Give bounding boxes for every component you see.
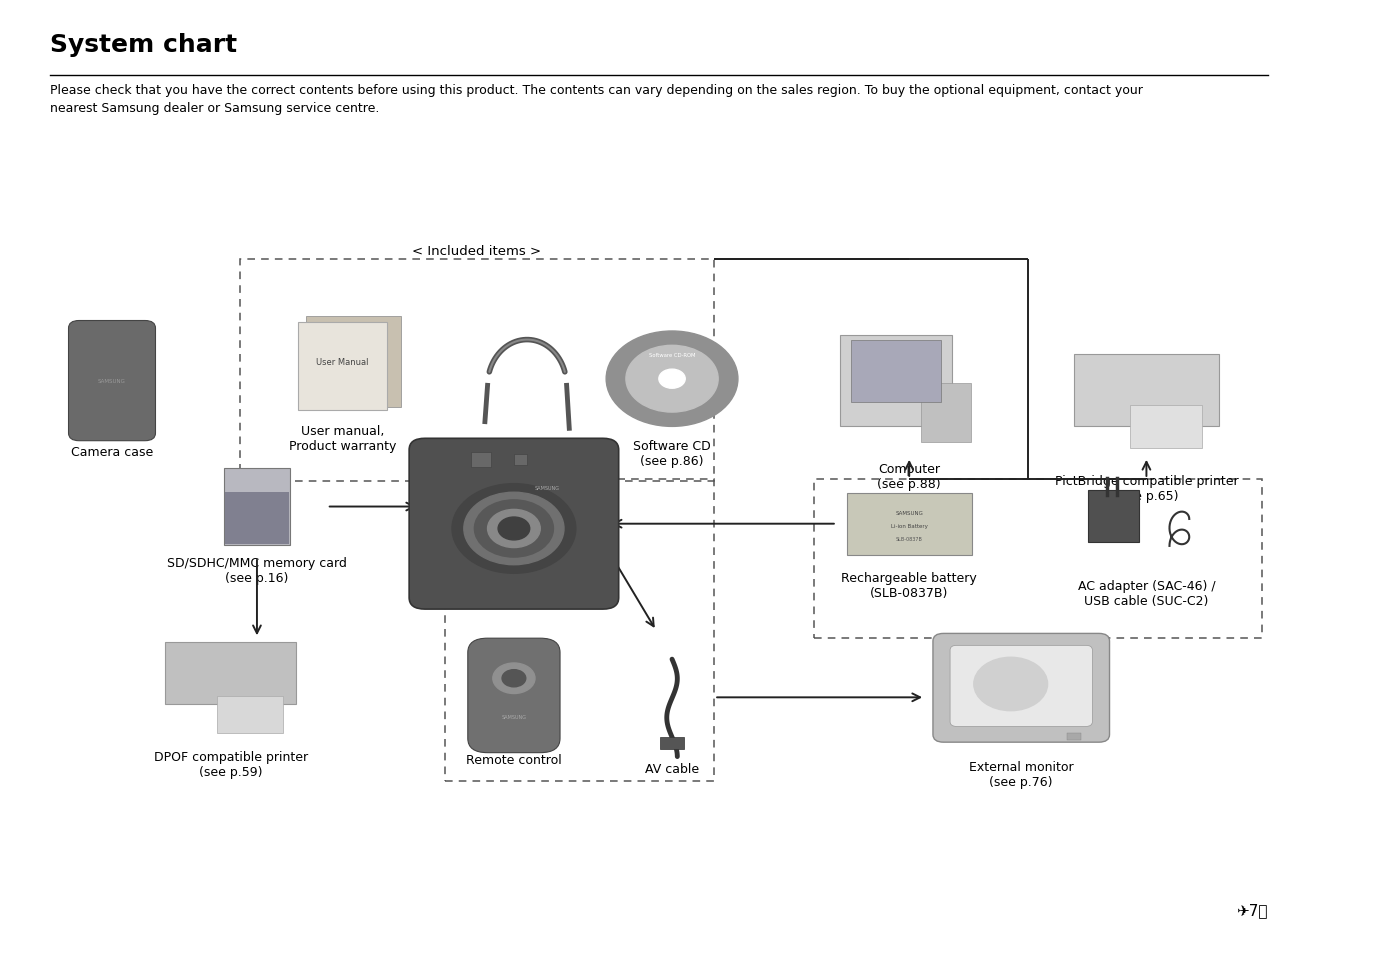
Text: SAMSUNG: SAMSUNG bbox=[534, 485, 559, 491]
Text: Camera case: Camera case bbox=[70, 446, 153, 459]
Circle shape bbox=[475, 500, 554, 558]
Text: User manual,
Product warranty: User manual, Product warranty bbox=[289, 424, 396, 452]
Bar bbox=[921, 383, 971, 442]
Circle shape bbox=[503, 670, 526, 687]
Circle shape bbox=[974, 658, 1048, 711]
Bar bbox=[840, 336, 952, 427]
Text: Remote control: Remote control bbox=[465, 753, 562, 766]
Text: Computer
(see p.88): Computer (see p.88) bbox=[877, 462, 940, 490]
Bar bbox=[217, 697, 283, 733]
Circle shape bbox=[606, 332, 737, 427]
Text: SLB-0837B: SLB-0837B bbox=[896, 536, 923, 541]
Text: Rechargeable battery
(SLB-0837B): Rechargeable battery (SLB-0837B) bbox=[841, 572, 978, 599]
Bar bbox=[240, 260, 714, 481]
Text: SAMSUNG: SAMSUNG bbox=[501, 714, 526, 720]
Circle shape bbox=[659, 370, 685, 389]
Circle shape bbox=[626, 346, 718, 413]
FancyBboxPatch shape bbox=[934, 634, 1109, 742]
Text: AV cable: AV cable bbox=[645, 762, 699, 776]
Text: PictBridge compatible printer
(see p.65): PictBridge compatible printer (see p.65) bbox=[1055, 475, 1239, 502]
FancyBboxPatch shape bbox=[409, 439, 619, 610]
Circle shape bbox=[464, 493, 563, 565]
Bar bbox=[164, 642, 297, 704]
Text: SD/SDHC/MMC memory card
(see p.16): SD/SDHC/MMC memory card (see p.16) bbox=[167, 557, 347, 584]
Bar bbox=[225, 493, 289, 544]
Text: System chart: System chart bbox=[50, 33, 238, 57]
Bar bbox=[305, 316, 400, 408]
Bar bbox=[514, 455, 528, 466]
Bar bbox=[446, 479, 714, 781]
Bar bbox=[1068, 733, 1080, 740]
Text: User Manual: User Manual bbox=[316, 357, 369, 367]
Bar bbox=[847, 494, 972, 555]
Bar bbox=[815, 479, 1262, 639]
Text: ✈7〉: ✈7〉 bbox=[1236, 902, 1268, 917]
Text: SAMSUNG: SAMSUNG bbox=[895, 510, 923, 516]
Text: Software CD
(see p.86): Software CD (see p.86) bbox=[632, 439, 711, 467]
Bar bbox=[851, 341, 940, 402]
FancyBboxPatch shape bbox=[468, 639, 561, 753]
Text: AC adapter (SAC-46) /
USB cable (SUC-C2): AC adapter (SAC-46) / USB cable (SUC-C2) bbox=[1077, 579, 1215, 607]
Bar bbox=[1074, 355, 1219, 427]
Bar bbox=[660, 738, 684, 749]
Text: < Included items >: < Included items > bbox=[413, 244, 541, 257]
Text: External monitor
(see p.76): External monitor (see p.76) bbox=[969, 760, 1073, 788]
Text: Camera strap: Camera strap bbox=[485, 443, 570, 456]
Bar bbox=[224, 469, 290, 545]
Bar bbox=[471, 453, 490, 468]
Text: DPOF compatible printer
(see p.59): DPOF compatible printer (see p.59) bbox=[153, 750, 308, 778]
Bar bbox=[1088, 491, 1138, 543]
FancyBboxPatch shape bbox=[950, 646, 1092, 726]
Bar bbox=[298, 323, 388, 411]
Text: Li-ion Battery: Li-ion Battery bbox=[891, 523, 928, 529]
Text: SAMSUNG: SAMSUNG bbox=[98, 378, 126, 384]
FancyBboxPatch shape bbox=[69, 321, 156, 441]
Circle shape bbox=[493, 663, 534, 694]
Bar bbox=[1130, 406, 1203, 449]
Text: Software CD-ROM: Software CD-ROM bbox=[649, 353, 695, 358]
Circle shape bbox=[452, 484, 576, 574]
Circle shape bbox=[499, 517, 530, 540]
Circle shape bbox=[487, 510, 540, 548]
Text: Please check that you have the correct contents before using this product. The c: Please check that you have the correct c… bbox=[50, 84, 1143, 114]
